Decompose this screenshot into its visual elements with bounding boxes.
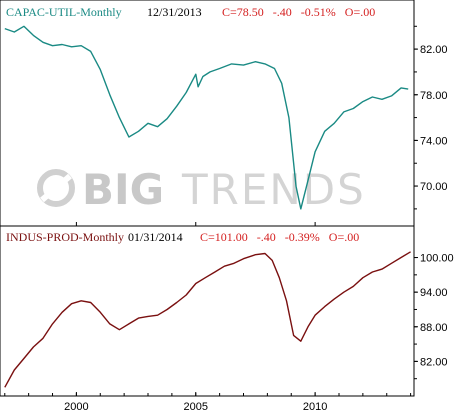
bottom-date: 01/31/2014: [128, 230, 183, 244]
top-close: C=78.50: [222, 5, 264, 19]
top-ytick-label: 74.00: [420, 135, 448, 147]
bottom-pct: -0.39%: [285, 230, 320, 244]
top-title: CAPAC-UTIL-Monthly: [6, 5, 122, 19]
xtick-label: 2005: [184, 401, 208, 413]
bottom-ytick-label: 100.00: [420, 253, 454, 265]
svg-text:INDUS-PROD-Monthly: INDUS-PROD-Monthly: [6, 230, 124, 244]
top-pct: -0.51%: [301, 5, 336, 19]
svg-text:CAPAC-UTIL-Monthly: CAPAC-UTIL-Monthly: [6, 5, 122, 19]
bottom-close: C=101.00: [200, 230, 248, 244]
svg-text:C=78.50 -.40 -0.51%: C=78.50 -.40 -0.51% O=.00: [222, 5, 375, 19]
bottom-ytick-label: 82.00: [420, 356, 448, 368]
xtick-label: 2010: [303, 401, 327, 413]
watermark-logo-icon: [37, 169, 75, 207]
watermark-big: BIG: [82, 165, 164, 214]
bottom-ytick-label: 94.00: [420, 287, 448, 299]
watermark: BIG TRENDS: [37, 165, 366, 214]
top-ytick-label: 82.00: [420, 44, 448, 56]
bottom-ytick-label: 88.00: [420, 322, 448, 334]
top-date: 12/31/2013: [147, 5, 202, 19]
bottom-title: INDUS-PROD-Monthly: [6, 230, 124, 244]
watermark-trends: TRENDS: [181, 165, 366, 214]
bottom-series-line: [4, 251, 411, 388]
bottom-change: -.40: [257, 230, 276, 244]
top-open: O=.00: [345, 5, 375, 19]
bottom-open: O=.00: [329, 230, 359, 244]
top-change: -.40: [273, 5, 292, 19]
top-ytick-label: 78.00: [420, 90, 448, 102]
xtick-label: 2000: [64, 401, 88, 413]
series-lines: [4, 25, 411, 388]
top-ytick-label: 70.00: [420, 181, 448, 193]
top-series-line: [4, 25, 409, 210]
svg-text:C=101.00 -.40 -0.39%: C=101.00 -.40 -0.39% O=.00: [200, 230, 359, 244]
axis-ticks: 82.00 78.00 74.00 70.00 100.00 94.00 88.00 82.0…: [4, 25, 454, 413]
